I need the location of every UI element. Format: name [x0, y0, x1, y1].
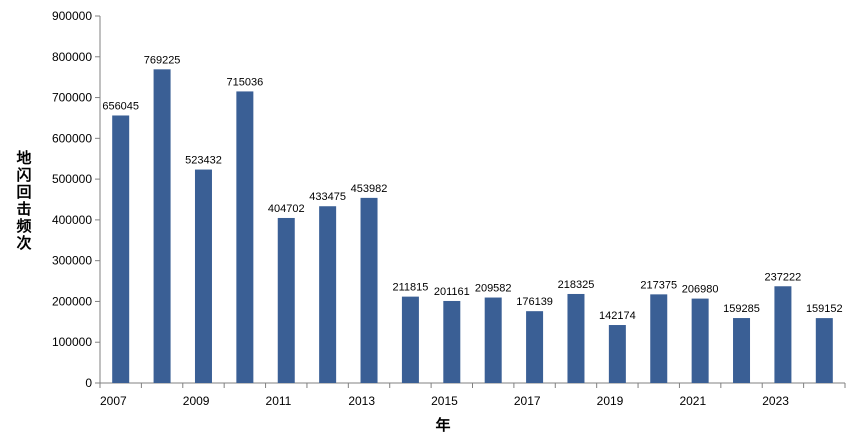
- x-axis-title: 年: [435, 416, 450, 434]
- y-tick-label: 0: [85, 376, 92, 390]
- bar-2022: [733, 318, 751, 383]
- data-label-2016: 209582: [475, 283, 512, 295]
- bar-2020: [650, 294, 668, 383]
- data-label-2024: 159152: [806, 303, 843, 315]
- x-tick-label: 2017: [514, 394, 541, 408]
- y-tick-label: 300000: [52, 254, 92, 268]
- x-tick-label: 2007: [100, 394, 127, 408]
- bar-2011: [277, 217, 295, 383]
- y-tick-label: 900000: [52, 9, 92, 23]
- bar-2021: [691, 298, 709, 383]
- y-axis-title: 地闪回击频次: [16, 149, 31, 252]
- y-tick-label: 500000: [52, 172, 92, 186]
- data-label-2022: 159285: [723, 303, 760, 315]
- data-label-2007: 656045: [102, 100, 139, 112]
- data-label-2010: 715036: [227, 76, 264, 88]
- bar-2008: [153, 69, 171, 383]
- y-tick-label: 200000: [52, 294, 92, 308]
- data-label-2020: 217375: [640, 279, 677, 291]
- bar-2017: [526, 311, 544, 383]
- data-label-2014: 211815: [392, 282, 428, 294]
- data-label-2023: 237222: [765, 271, 802, 283]
- bar-2012: [319, 206, 337, 383]
- bar-2018: [567, 293, 585, 383]
- bar-2014: [401, 296, 419, 383]
- y-tick-label: 400000: [52, 213, 92, 227]
- bar-2007: [112, 115, 130, 383]
- x-tick-label: 2021: [679, 394, 706, 408]
- data-label-2017: 176139: [516, 296, 553, 308]
- data-label-2011: 404702: [268, 203, 305, 215]
- bar-2023: [774, 286, 792, 383]
- bar-2013: [360, 197, 378, 383]
- data-label-2019: 142174: [599, 310, 636, 322]
- data-label-2015: 201161: [434, 286, 470, 298]
- bar-2009: [194, 169, 212, 383]
- x-tick-label: 2013: [348, 394, 375, 408]
- y-tick-label: 700000: [52, 91, 92, 105]
- y-tick-label: 600000: [52, 131, 92, 145]
- data-label-2009: 523432: [185, 155, 222, 167]
- data-label-2021: 206980: [682, 284, 719, 296]
- x-tick-label: 2023: [762, 394, 789, 408]
- y-tick-label: 800000: [52, 50, 92, 64]
- data-label-2012: 433475: [309, 191, 346, 203]
- data-label-2013: 453982: [351, 183, 388, 195]
- x-tick-label: 2019: [597, 394, 624, 408]
- x-tick-label: 2009: [183, 394, 210, 408]
- bar-2019: [608, 325, 626, 383]
- y-tick-label: 100000: [52, 335, 92, 349]
- data-label-2008: 769225: [144, 54, 181, 66]
- bar-2015: [443, 300, 461, 383]
- x-tick-label: 2015: [431, 394, 458, 408]
- data-label-2018: 218325: [558, 279, 595, 291]
- bar-2016: [484, 297, 502, 383]
- x-tick-label: 2011: [266, 394, 292, 408]
- bar-2024: [815, 318, 833, 383]
- bar-2010: [236, 91, 254, 384]
